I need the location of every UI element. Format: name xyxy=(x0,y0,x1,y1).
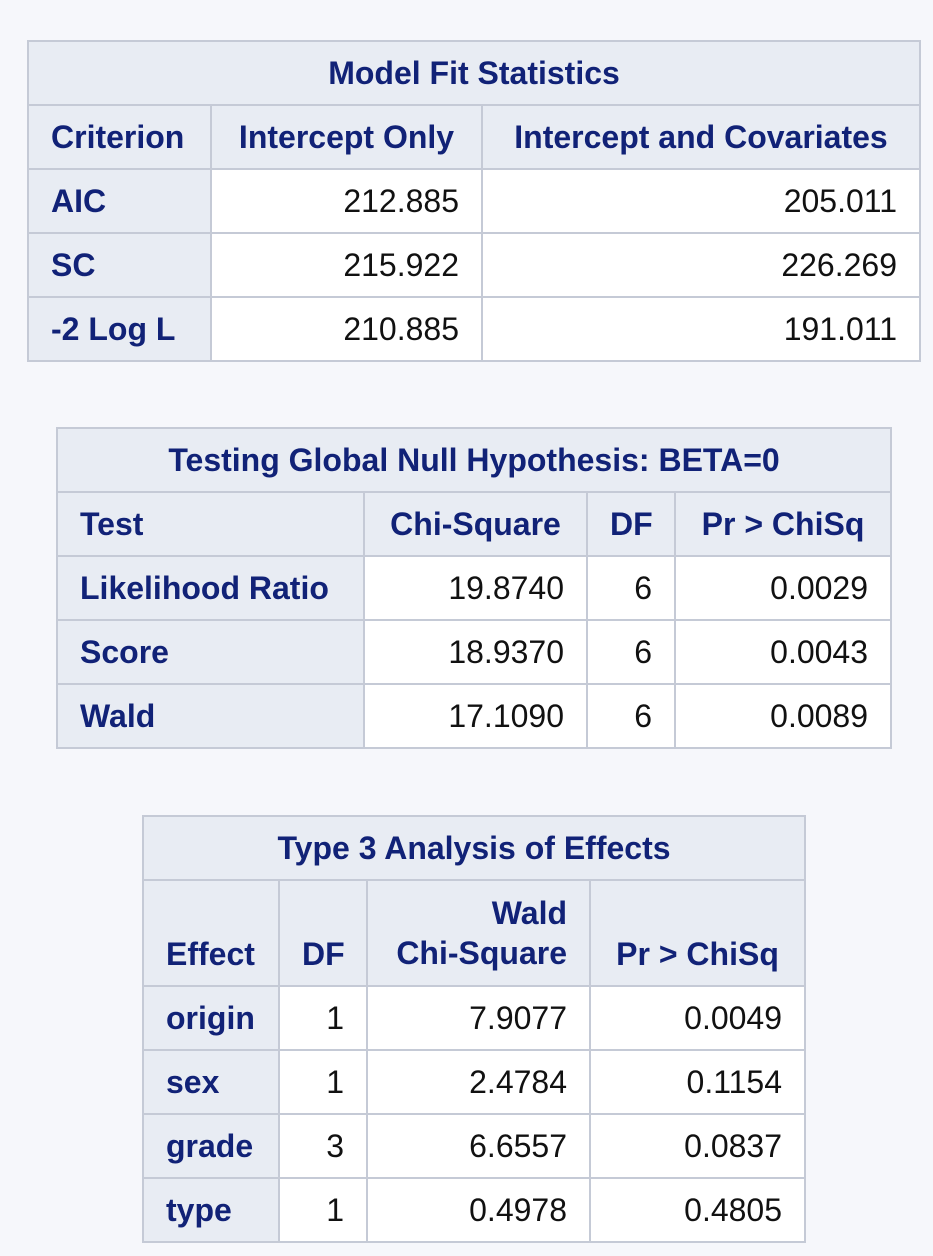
cell-df: 1 xyxy=(278,985,368,1051)
row-header: sex xyxy=(142,1049,280,1115)
global-null-hypothesis-table: Testing Global Null Hypothesis: BETA=0 T… xyxy=(55,427,893,749)
column-header-test: Test xyxy=(56,491,365,557)
column-header-intercept-covariates: Intercept and Covariates xyxy=(481,104,921,170)
row-header: type xyxy=(142,1177,280,1243)
type3-analysis-table: Type 3 Analysis of Effects Effect DF Wal… xyxy=(141,815,807,1243)
row-header: SC xyxy=(27,232,212,298)
cell-intercept-only: 215.922 xyxy=(210,232,483,298)
table-row: SC 215.922 226.269 xyxy=(27,232,921,298)
cell-pr-chisq: 0.0029 xyxy=(673,555,893,621)
row-header: Score xyxy=(56,619,365,685)
row-header: -2 Log L xyxy=(27,296,212,362)
cell-pr-chisq: 0.1154 xyxy=(588,1049,807,1115)
cell-intercept-only: 212.885 xyxy=(210,168,483,234)
table-title: Type 3 Analysis of Effects xyxy=(141,815,807,881)
column-header-effect: Effect xyxy=(142,879,280,987)
cell-pr-chisq: 0.0043 xyxy=(673,619,893,685)
cell-df: 6 xyxy=(586,683,676,749)
column-header-pr-chisq: Pr > ChiSq xyxy=(673,491,893,557)
cell-df: 3 xyxy=(278,1113,368,1179)
table-row: Score 18.9370 6 0.0043 xyxy=(56,619,893,685)
row-header: AIC xyxy=(27,168,212,234)
column-header-wald-chi-square: Wald Chi-Square xyxy=(366,879,591,987)
cell-pr-chisq: 0.4805 xyxy=(588,1177,807,1243)
column-header-df: DF xyxy=(278,879,368,987)
cell-chi-square: 0.4978 xyxy=(366,1177,591,1243)
model-fit-statistics-table: Model Fit Statistics Criterion Intercept… xyxy=(27,40,921,362)
column-header-criterion: Criterion xyxy=(27,104,212,170)
cell-pr-chisq: 0.0089 xyxy=(673,683,893,749)
table-title: Model Fit Statistics xyxy=(27,40,921,106)
cell-pr-chisq: 0.0837 xyxy=(588,1113,807,1179)
cell-df: 1 xyxy=(278,1177,368,1243)
table-row: grade 3 6.6557 0.0837 xyxy=(142,1113,807,1179)
column-header-chi-square: Chi-Square xyxy=(363,491,588,557)
cell-intercept-covariates: 226.269 xyxy=(481,232,921,298)
cell-df: 6 xyxy=(586,555,676,621)
cell-intercept-only: 210.885 xyxy=(210,296,483,362)
cell-pr-chisq: 0.0049 xyxy=(588,985,807,1051)
table-row: Wald 17.1090 6 0.0089 xyxy=(56,683,893,749)
cell-chi-square: 6.6557 xyxy=(366,1113,591,1179)
column-header-df: DF xyxy=(586,491,676,557)
row-header: origin xyxy=(142,985,280,1051)
row-header: Likelihood Ratio xyxy=(56,555,365,621)
cell-chi-square: 7.9077 xyxy=(366,985,591,1051)
table-row: -2 Log L 210.885 191.011 xyxy=(27,296,921,362)
table-title: Testing Global Null Hypothesis: BETA=0 xyxy=(55,427,893,493)
column-header-pr-chisq: Pr > ChiSq xyxy=(588,879,807,987)
column-header-intercept-only: Intercept Only xyxy=(210,104,483,170)
table-row: origin 1 7.9077 0.0049 xyxy=(142,985,807,1051)
row-header: grade xyxy=(142,1113,280,1179)
cell-intercept-covariates: 205.011 xyxy=(481,168,921,234)
table-row: sex 1 2.4784 0.1154 xyxy=(142,1049,807,1115)
wald-label: Wald xyxy=(491,895,567,931)
cell-df: 1 xyxy=(278,1049,368,1115)
cell-chi-square: 2.4784 xyxy=(366,1049,591,1115)
cell-intercept-covariates: 191.011 xyxy=(481,296,921,362)
row-header: Wald xyxy=(56,683,365,749)
cell-chi-square: 19.8740 xyxy=(363,555,588,621)
cell-chi-square: 17.1090 xyxy=(363,683,588,749)
chi-square-label: Chi-Square xyxy=(396,935,567,971)
table-row: type 1 0.4978 0.4805 xyxy=(142,1177,807,1243)
cell-chi-square: 18.9370 xyxy=(363,619,588,685)
table-row: AIC 212.885 205.011 xyxy=(27,168,921,234)
cell-df: 6 xyxy=(586,619,676,685)
table-row: Likelihood Ratio 19.8740 6 0.0029 xyxy=(56,555,893,621)
